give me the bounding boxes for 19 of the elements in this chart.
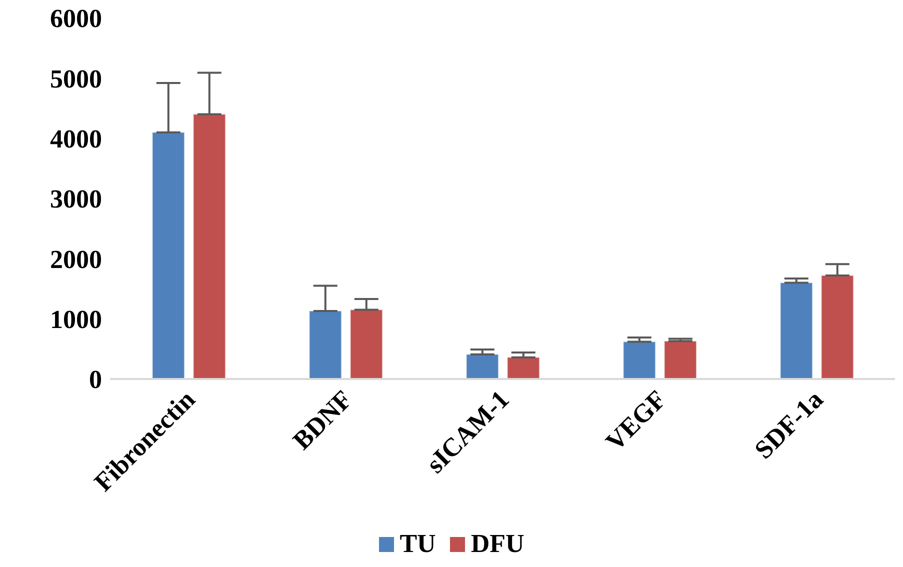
bar <box>664 340 697 379</box>
legend-label: DFU <box>470 529 524 559</box>
y-tick-label: 5000 <box>50 64 102 94</box>
bar <box>308 310 342 379</box>
bar <box>466 354 499 379</box>
y-tick-label: 6000 <box>50 4 102 34</box>
y-tick-label: 4000 <box>50 124 102 154</box>
bar <box>622 341 656 379</box>
bar <box>780 282 813 379</box>
y-tick-label: 1000 <box>50 305 102 334</box>
bar <box>350 309 383 379</box>
bar <box>820 275 854 379</box>
bar <box>192 114 226 379</box>
bar <box>152 132 185 379</box>
y-tick-label: 0 <box>89 365 102 394</box>
legend-label: TU <box>398 529 436 559</box>
y-tick-label: 2000 <box>50 244 102 274</box>
bar <box>506 356 540 379</box>
y-tick-label: 3000 <box>50 184 102 214</box>
